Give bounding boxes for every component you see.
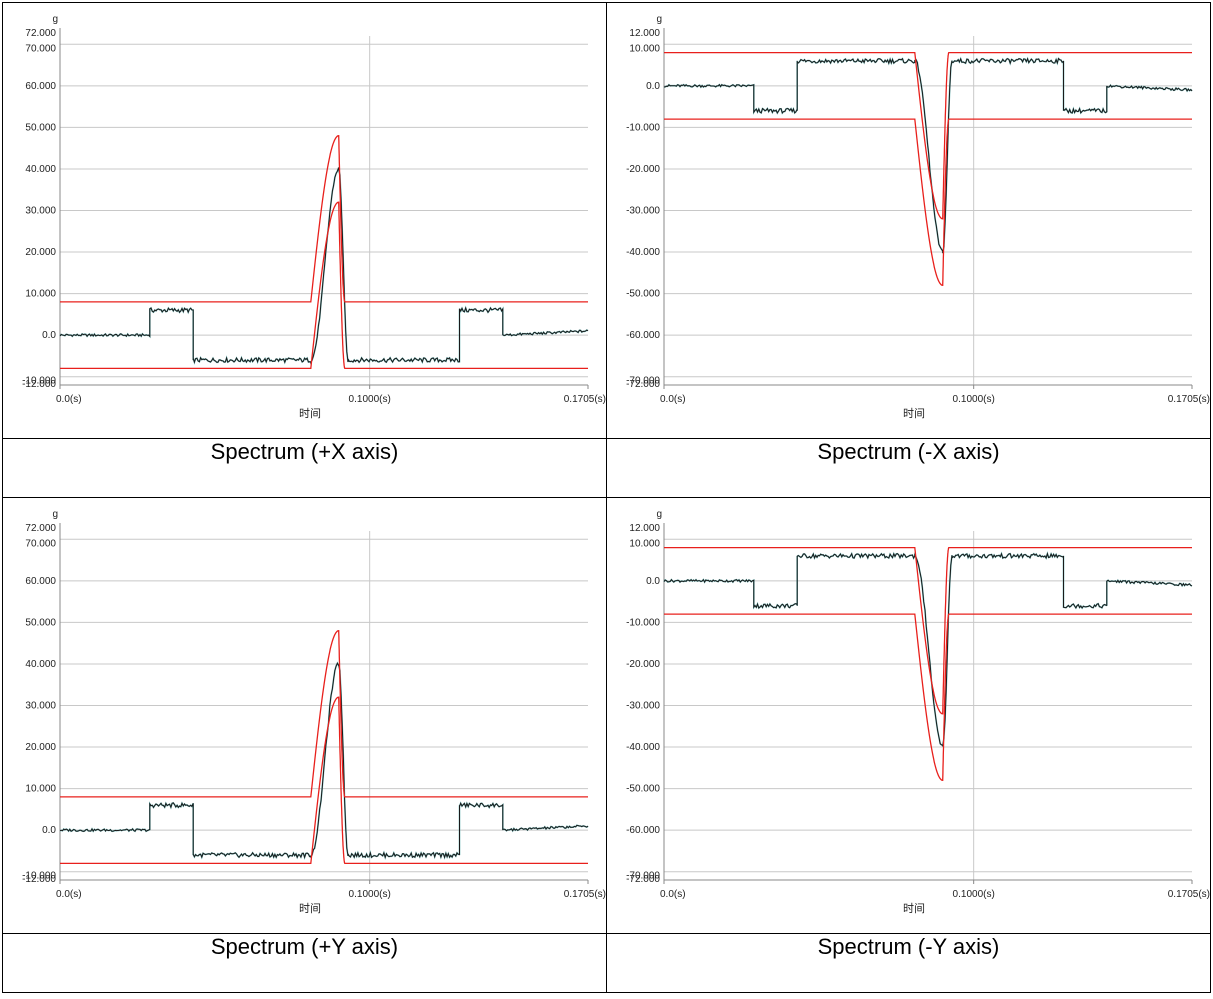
y-tick-label: 10.000 [25,784,56,795]
signal-shadow-line [663,550,1193,747]
y-tick-label: -72.000 [626,379,660,390]
y-tick-label: -10.000 [22,376,56,387]
y-tick-label: 60.000 [25,81,56,92]
x-tick-label: 0.0(s) [56,394,82,405]
y-tick-label: -12.000 [22,874,56,885]
x-tick-label: 0.0(s) [56,889,82,900]
signal-line [59,167,589,364]
x-tick-label: 0.1705(s) [564,394,606,405]
x-axis-label: 时间 [903,902,925,915]
y-tick-label: 40.000 [25,659,56,670]
y-tick-label: 0.0 [646,576,660,587]
y-tick-label: 0.0 [646,81,660,92]
x-tick-label: 0.1705(s) [1168,394,1210,405]
y-tick-label: 20.000 [25,247,56,258]
y-tick-label: 10.000 [629,538,660,549]
y-tick-label: 12.000 [629,28,660,39]
signal-line [663,57,1193,254]
y-tick-label: -10.000 [626,122,660,133]
y-tick-label: 0.0 [42,330,56,341]
x-tick-label: 0.1000(s) [349,394,391,405]
tolerance-line [60,201,588,370]
y-tick-label: 10.000 [25,289,56,300]
y-tick-label: 60.000 [25,576,56,587]
x-tick-label: 0.1000(s) [953,889,995,900]
y-tick-label: 10.000 [629,43,660,54]
signal-shadow-line [663,56,1193,254]
y-tick-label: -70.000 [626,871,660,882]
caption-plus-y: Spectrum (+Y axis) [2,933,607,993]
y-tick-label: 72.000 [25,28,56,39]
caption-minus-y: Spectrum (-Y axis) [606,933,1211,993]
gridlines [664,531,1192,880]
y-tick-label: -50.000 [626,784,660,795]
y-tick-label: -10.000 [22,871,56,882]
y-tick-label: -60.000 [626,825,660,836]
y-tick-label: 20.000 [25,742,56,753]
y-unit-label: g [656,509,662,520]
signal-line [663,552,1193,747]
chart-cell-2: g 12.000 10.000 0.0 -10.000 -20.000 -30.000 -40… [606,2,1211,439]
y-tick-label: -60.000 [626,330,660,341]
y-tick-label: 70.000 [25,43,56,54]
x-axis-label: 时间 [299,407,321,420]
y-tick-label: -50.000 [626,289,660,300]
y-tick-label: 12.000 [629,523,660,534]
chart-plus-y: g 72.000 70.000 60.000 50.000 40.000 30.000 20.… [22,509,606,915]
x-tick-label: 0.0(s) [660,394,686,405]
y-tick-label: 30.000 [25,701,56,712]
x-tick-label: 0.0(s) [660,889,686,900]
gridlines [60,531,588,880]
chart-cell-4: g 12.000 10.000 0.0 -10.000 -20.000 -30.000 -40… [606,497,1211,934]
signal-shadow-line [59,661,589,860]
y-tick-label: -20.000 [626,659,660,670]
y-tick-label: -40.000 [626,247,660,258]
tolerance-line [664,51,1192,220]
x-tick-label: 0.1705(s) [564,889,606,900]
chart-plus-x: g 72.000 70.000 60.000 50.000 40.000 30.000 20.… [22,14,606,420]
caption-plus-x: Spectrum (+X axis) [2,438,607,498]
chart-minus-x: g 12.000 10.000 0.0 -10.000 -20.000 -30.000 -40… [626,14,1210,420]
y-tick-label: 40.000 [25,164,56,175]
y-tick-label: 30.000 [25,206,56,217]
y-tick-label: -30.000 [626,206,660,217]
y-tick-label: -12.000 [22,379,56,390]
y-unit-label: g [52,14,58,25]
signal-line [59,662,589,859]
caption-minus-x: Spectrum (-X axis) [606,438,1211,498]
y-tick-label: -40.000 [626,742,660,753]
x-tick-label: 0.1000(s) [953,394,995,405]
y-tick-label: -20.000 [626,164,660,175]
chart-cell-1: g 72.000 70.000 60.000 50.000 40.000 30.000 20.… [2,2,607,439]
gridlines [664,36,1192,385]
y-tick-label: 50.000 [25,122,56,133]
x-axis-label: 时间 [299,902,321,915]
chart-cell-3: g 72.000 70.000 60.000 50.000 40.000 30.000 20.… [2,497,607,934]
tolerance-line [60,629,588,798]
y-tick-label: 70.000 [25,538,56,549]
y-tick-label: -10.000 [626,617,660,628]
tolerance-line [664,118,1192,287]
chart-minus-y: g 12.000 10.000 0.0 -10.000 -20.000 -30.000 -40… [626,509,1210,915]
tolerance-line [60,134,588,303]
tolerance-line [664,546,1192,715]
y-tick-label: 72.000 [25,523,56,534]
x-axis-label: 时间 [903,407,925,420]
y-tick-label: 0.0 [42,825,56,836]
tolerance-line [60,696,588,865]
x-tick-label: 0.1000(s) [349,889,391,900]
tolerance-line [664,613,1192,782]
signal-shadow-line [59,167,589,365]
y-unit-label: g [52,509,58,520]
y-unit-label: g [656,14,662,25]
x-tick-label: 0.1705(s) [1168,889,1210,900]
y-tick-label: 50.000 [25,617,56,628]
y-tick-label: -30.000 [626,701,660,712]
y-tick-label: -70.000 [626,376,660,387]
gridlines [60,36,588,385]
y-tick-label: -72.000 [626,874,660,885]
